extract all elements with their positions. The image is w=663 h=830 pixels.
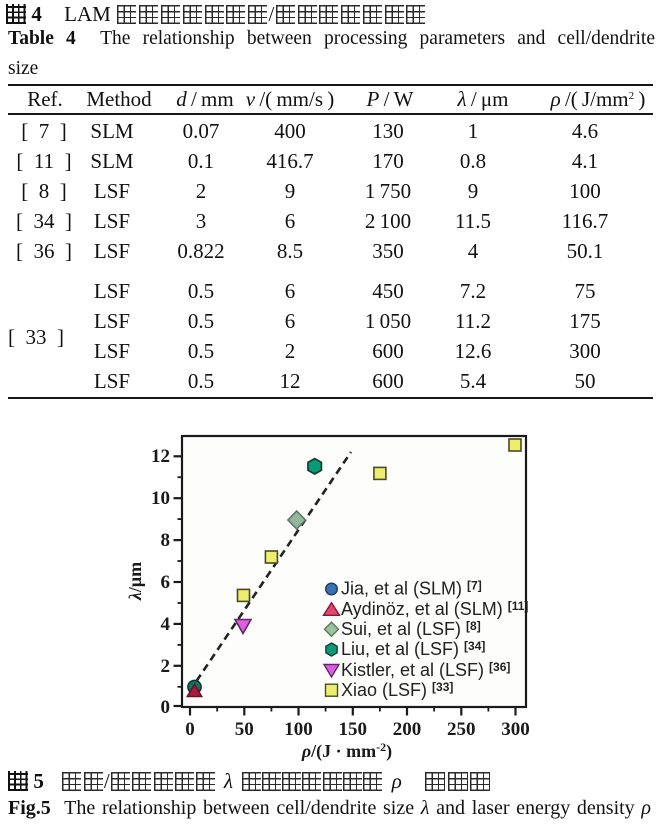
svg-text:6: 6	[161, 572, 171, 593]
svg-text:λ/μm: λ/μm	[125, 562, 145, 601]
svg-text:ρ/(J · mm-2): ρ/(J · mm-2)	[301, 740, 392, 762]
svg-text:Kistler, et al (LSF) [36]: Kistler, et al (LSF) [36]	[341, 660, 510, 680]
svg-text:250: 250	[447, 719, 476, 740]
svg-text:Liu, et al (LSF) [34]: Liu, et al (LSF) [34]	[341, 639, 485, 659]
svg-text:200: 200	[393, 719, 422, 740]
svg-text:8: 8	[161, 530, 171, 551]
svg-text:10: 10	[151, 488, 170, 509]
svg-text:100: 100	[284, 719, 313, 740]
svg-text:Xiao (LSF) [33]: Xiao (LSF) [33]	[341, 680, 453, 700]
svg-text:12: 12	[151, 446, 170, 467]
svg-text:Sui, et al (LSF) [8]: Sui, et al (LSF) [8]	[341, 619, 481, 639]
svg-text:150: 150	[339, 719, 368, 740]
svg-text:300: 300	[501, 719, 530, 740]
svg-text:0: 0	[161, 697, 171, 718]
svg-text:Aydinöz, et al (SLM) [11]: Aydinöz, et al (SLM) [11]	[341, 599, 528, 619]
svg-text:Jia, et al (SLM) [7]: Jia, et al (SLM) [7]	[341, 579, 482, 599]
svg-text:4: 4	[161, 614, 171, 635]
svg-text:0: 0	[185, 719, 195, 740]
svg-text:50: 50	[235, 719, 254, 740]
svg-text:2: 2	[161, 656, 171, 677]
